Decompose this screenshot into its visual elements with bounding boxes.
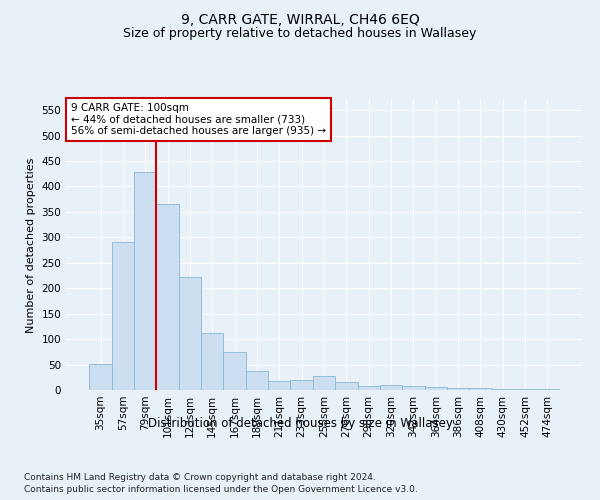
Bar — [402, 386, 425, 390]
Bar — [380, 386, 402, 390]
Text: 9, CARR GATE, WIRRAL, CH46 6EQ: 9, CARR GATE, WIRRAL, CH46 6EQ — [181, 12, 419, 26]
Bar — [425, 388, 447, 390]
Bar — [313, 376, 335, 390]
Text: Size of property relative to detached houses in Wallasey: Size of property relative to detached ho… — [124, 28, 476, 40]
Bar — [290, 380, 313, 390]
Bar — [358, 386, 380, 390]
Bar — [112, 242, 134, 390]
Text: Contains HM Land Registry data © Crown copyright and database right 2024.: Contains HM Land Registry data © Crown c… — [24, 472, 376, 482]
Bar — [246, 370, 268, 390]
Bar — [491, 389, 514, 390]
Bar — [223, 352, 246, 390]
Bar — [268, 382, 290, 390]
Bar — [179, 277, 201, 390]
Y-axis label: Number of detached properties: Number of detached properties — [26, 158, 36, 332]
Bar — [89, 364, 112, 390]
Bar — [335, 382, 358, 390]
Text: 9 CARR GATE: 100sqm
← 44% of detached houses are smaller (733)
56% of semi-detac: 9 CARR GATE: 100sqm ← 44% of detached ho… — [71, 103, 326, 136]
Bar — [157, 204, 179, 390]
Bar — [134, 172, 157, 390]
Text: Distribution of detached houses by size in Wallasey: Distribution of detached houses by size … — [148, 418, 452, 430]
Text: Contains public sector information licensed under the Open Government Licence v3: Contains public sector information licen… — [24, 485, 418, 494]
Bar — [469, 388, 491, 390]
Bar — [447, 388, 469, 390]
Bar — [201, 332, 223, 390]
